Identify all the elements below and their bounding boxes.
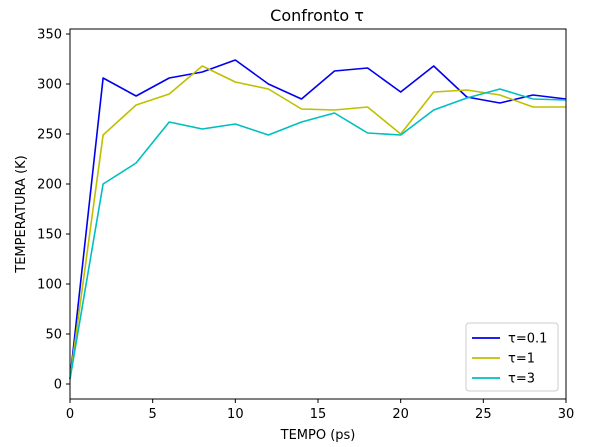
x-tick-label: 5 (149, 407, 157, 422)
y-tick-label: 200 (37, 178, 62, 193)
x-tick-label: 10 (227, 407, 244, 422)
legend-label-0: τ=0.1 (508, 332, 547, 347)
y-tick-label: 100 (37, 278, 62, 293)
y-axis-ticks: 0 50 100 150 200 250 300 350 (37, 28, 70, 393)
y-tick-label: 150 (37, 228, 62, 243)
x-tick-label: 20 (392, 407, 409, 422)
y-tick-label: 300 (37, 78, 62, 93)
legend-box (465, 322, 559, 392)
series-lines (69, 59, 567, 380)
x-tick-label: 0 (66, 407, 74, 422)
y-tick-label: 250 (37, 128, 62, 143)
series-line-2 (69, 88, 567, 380)
legend-label-2: τ=3 (508, 372, 535, 387)
x-tick-label: 25 (475, 407, 492, 422)
legend: τ=0.1 τ=1 τ=3 (465, 322, 559, 392)
x-tick-label: 15 (310, 407, 327, 422)
legend-label-1: τ=1 (508, 352, 535, 367)
chart-title: Confronto τ (270, 6, 364, 25)
y-axis-label: TEMPERATURA (K) (14, 155, 29, 273)
series-line-0 (69, 59, 567, 380)
series-line-1 (69, 65, 566, 380)
y-tick-label: 0 (54, 378, 62, 393)
x-axis-label: TEMPO (ps) (280, 428, 356, 443)
x-axis-ticks: 0 5 10 15 20 25 30 (66, 399, 574, 422)
x-tick-label: 30 (558, 407, 575, 422)
y-tick-label: 50 (45, 328, 62, 343)
y-tick-label: 350 (37, 28, 62, 43)
